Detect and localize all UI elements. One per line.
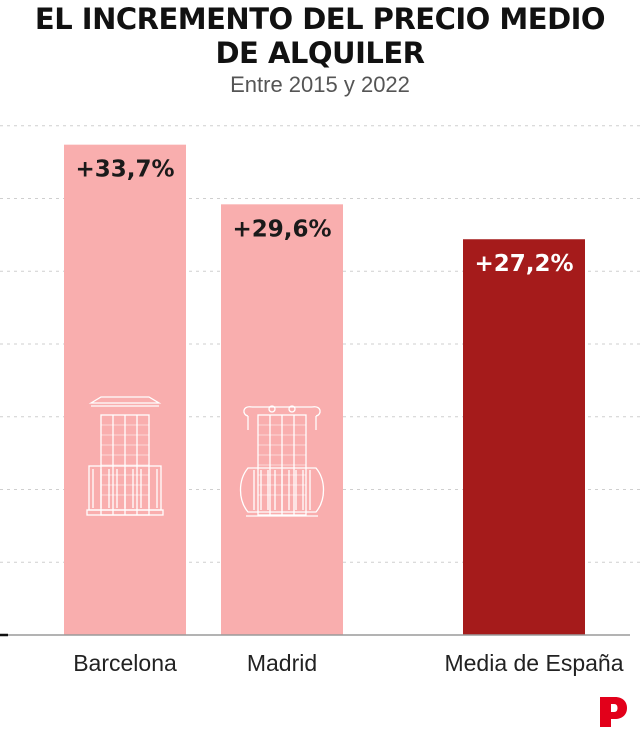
title-line-1: EL INCREMENTO DEL PRECIO MEDIO: [34, 2, 606, 36]
category-label: Barcelona: [73, 650, 177, 676]
bar-barcelona: [64, 144, 186, 636]
title-line-2: DE ALQUILER: [215, 36, 425, 70]
chart-subtitle: Entre 2015 y 2022: [230, 72, 410, 97]
madrid-balcony-icon: [239, 405, 325, 517]
data-label: +27,2%: [474, 251, 573, 277]
chart-title: EL INCREMENTO DEL PRECIO MEDIO DE ALQUIL…: [0, 2, 640, 70]
publisher-logo-icon: [600, 697, 627, 727]
barcelona-balcony-icon: [86, 396, 164, 516]
category-label: Madrid: [247, 650, 317, 676]
data-label: +33,7%: [75, 157, 174, 183]
bar-media-de-españa: [463, 239, 585, 636]
category-label: Media de España: [444, 650, 623, 676]
data-label: +29,6%: [232, 216, 331, 242]
